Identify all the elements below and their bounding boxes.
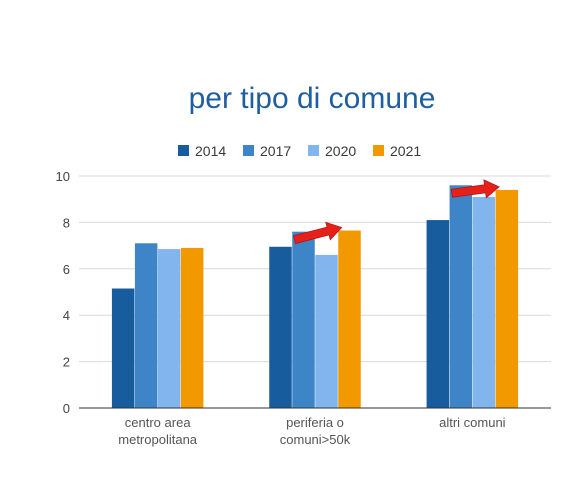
y-tick-label: 8 bbox=[63, 215, 70, 230]
bar-2017-cat0 bbox=[134, 243, 158, 408]
chart-title: per tipo di comune bbox=[189, 82, 436, 115]
annotations bbox=[293, 179, 500, 245]
legend-swatch-2020 bbox=[308, 145, 319, 156]
bar-2021-cat1 bbox=[338, 230, 361, 408]
category-label: comuni>50k bbox=[280, 432, 351, 447]
bars bbox=[111, 185, 519, 408]
legend-label: 2021 bbox=[390, 143, 421, 159]
y-tick-label: 6 bbox=[63, 262, 70, 277]
bar-2014-cat1 bbox=[269, 246, 292, 408]
y-tick-label: 2 bbox=[63, 355, 70, 370]
category-label: centro area bbox=[125, 415, 192, 430]
legend-swatch-2021 bbox=[373, 145, 384, 156]
grid-lines bbox=[79, 175, 551, 363]
y-tick-label: 0 bbox=[63, 401, 70, 416]
legend-label: 2014 bbox=[195, 143, 226, 159]
legend-label: 2020 bbox=[325, 143, 356, 159]
bar-2020-cat0 bbox=[157, 249, 181, 408]
legend-swatch-2017 bbox=[243, 145, 254, 156]
bar-2020-cat1 bbox=[315, 254, 338, 408]
y-tick-label: 10 bbox=[56, 169, 70, 184]
bar-2014-cat0 bbox=[111, 288, 135, 408]
bar-2017-cat2 bbox=[449, 185, 473, 408]
y-tick-label: 4 bbox=[63, 308, 70, 323]
category-label: altri comuni bbox=[439, 415, 506, 430]
category-label: metropolitana bbox=[118, 432, 198, 447]
legend-swatch-2014 bbox=[178, 145, 189, 156]
x-axis-labels: centro area metropolitana periferia o comun… bbox=[118, 415, 505, 447]
bar-2020-cat2 bbox=[472, 196, 496, 408]
legend: 2014 2017 2020 2021 bbox=[178, 143, 421, 159]
bar-2021-cat0 bbox=[180, 247, 204, 408]
category-label: periferia o bbox=[286, 415, 344, 430]
bar-2014-cat2 bbox=[426, 220, 450, 408]
y-axis-ticks: 0 2 4 6 8 10 bbox=[56, 169, 70, 416]
arrow-icon bbox=[450, 179, 500, 199]
legend-label: 2017 bbox=[260, 143, 291, 159]
bar-2021-cat2 bbox=[495, 189, 519, 408]
arrow-icon bbox=[293, 221, 343, 245]
bar-2017-cat1 bbox=[292, 231, 315, 408]
